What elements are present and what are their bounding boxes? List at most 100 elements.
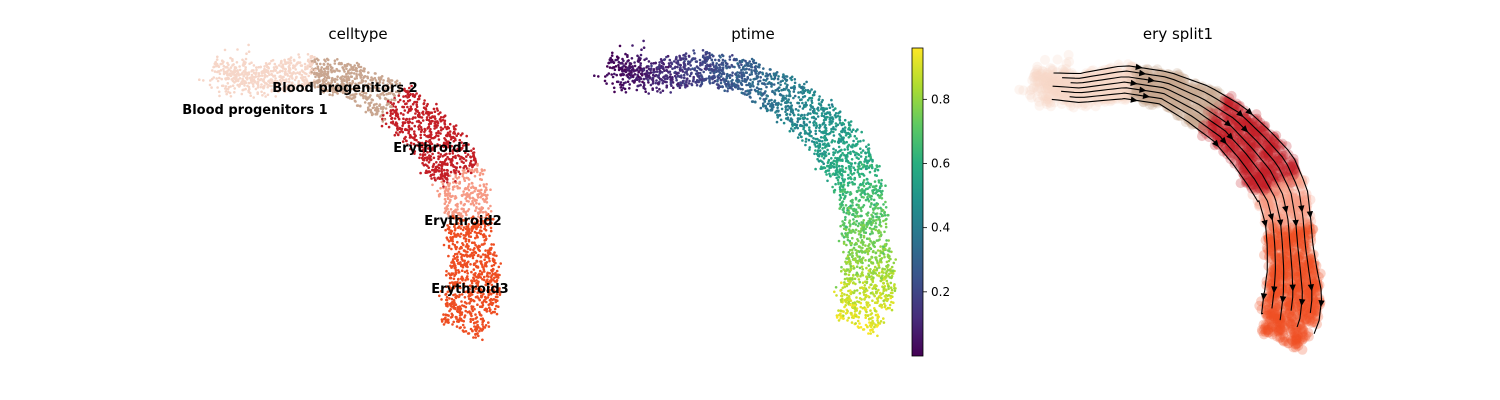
cell-point [198,78,201,81]
cell-point [853,151,856,154]
cell-point [256,82,260,85]
cell-point [343,63,347,67]
cell-point [226,69,229,73]
cell-point [228,91,232,95]
cell-point [272,66,276,69]
cell-point [850,311,853,315]
cell-point [249,81,253,84]
cell-point [881,285,884,289]
cell-point [468,197,472,200]
cell-point [624,62,628,65]
cell-point [792,113,796,117]
cell-point [244,68,247,71]
cell-point [731,71,734,74]
cell-point [414,108,418,111]
cell-point [736,62,739,65]
cell-point [855,219,858,223]
cell-point [456,205,459,208]
cell-point [472,322,476,325]
cell-point [473,157,477,160]
cell-point [849,176,852,179]
cell-point [785,86,788,89]
cell-point [393,110,397,114]
cell-point [837,141,840,145]
cell-point [431,115,434,118]
cell-point [451,240,455,243]
cell-point [843,272,847,276]
cell-point [756,89,759,93]
cell-point [480,188,483,192]
cell-point [451,242,455,246]
cell-point [647,92,650,95]
cell-point [837,309,840,312]
cell-point [446,204,450,207]
cell-point [728,58,732,61]
cell-point [475,234,479,238]
cell-point [486,271,490,275]
cell-point [288,68,292,71]
cell-point [410,127,413,130]
cell-point [252,64,256,67]
cell-point [469,235,473,238]
cell-point [853,243,857,246]
cell-point [651,73,655,77]
cell-point [353,77,357,80]
cell-point [297,53,300,56]
cell-point [856,275,859,278]
cell-point [412,116,415,119]
cell-point [254,66,258,69]
cell-point [796,120,799,123]
cell-point [844,225,848,228]
cell-point [452,136,456,140]
cell-point [294,72,297,75]
cell-point [463,301,467,304]
cell-point [879,245,882,248]
cell-point [445,168,449,172]
cell-point [867,258,871,262]
cell-point [723,59,727,63]
cell-point [404,102,407,106]
cell-point [440,168,443,172]
cluster-label-erythroid2: Erythroid2 [424,214,501,229]
cell-point [718,66,722,69]
cell-point [840,164,844,168]
cell-point [754,67,758,71]
cell-point [674,65,677,69]
cell-point [759,87,763,91]
cell-point [261,70,265,73]
cell-point [459,157,462,161]
cell-point [879,320,883,323]
cell-point [854,215,857,218]
cell-point [859,236,863,239]
cell-point [231,84,235,87]
cell-point [846,233,849,237]
cell-point [852,291,855,295]
cell-point [771,89,774,93]
cell-point [764,97,768,100]
cell-point [860,151,863,154]
cell-point [257,72,261,75]
cell-point [254,72,257,76]
cell-point [866,197,870,201]
cell-point [227,85,231,89]
cell-point [679,63,682,67]
cell-point [874,309,877,313]
cell-point [369,101,373,104]
cell-point [229,56,232,60]
cell-point [808,126,811,129]
cell-point [842,180,846,183]
cell-point [474,187,477,191]
cell-point [462,226,466,229]
cell-point [355,73,358,76]
cell-point [428,170,432,174]
cell-point [469,263,472,266]
cell-point [626,80,630,83]
cell-point [234,76,238,80]
cell-point [263,81,267,85]
cell-point [469,159,473,163]
cell-point [437,169,441,172]
cell-point [693,68,696,72]
cell-point [840,300,843,304]
cell-point [248,87,251,91]
cell-point [838,193,842,197]
